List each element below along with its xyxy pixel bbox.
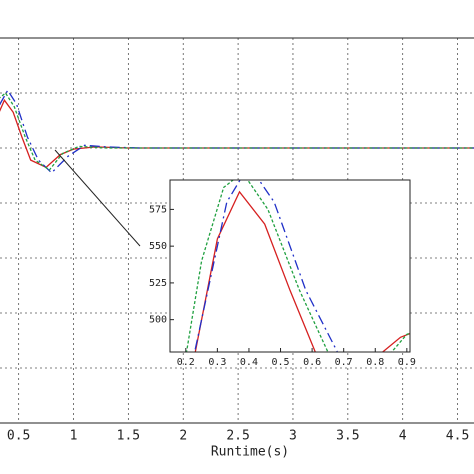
x-tick-label: 0.7 [335, 357, 353, 368]
y-tick-label: 525 [149, 278, 167, 289]
x-tick-label: 0.5 [7, 429, 30, 444]
inset-frame [169, 179, 411, 353]
x-tick-label: 0.8 [366, 357, 384, 368]
x-tick-label: 4.5 [446, 429, 469, 444]
x-tick-label: 0.9 [398, 357, 416, 368]
plot-lines [185, 180, 410, 352]
y-tick-label: 575 [149, 204, 167, 215]
zoom-connector [54, 149, 141, 247]
y-tick-label: 550 [149, 241, 167, 252]
inset-background [170, 180, 410, 352]
x-tick-label: 0.4 [240, 357, 258, 368]
x-tick-label: 0.5 [271, 357, 289, 368]
x-tick-label: 0.3 [208, 357, 226, 368]
plot-lines [0, 89, 474, 174]
y-tick-label: 500 [149, 315, 167, 326]
x-tick-label: 4 [399, 429, 407, 444]
x-tick-label: 0.2 [177, 357, 195, 368]
x-tick-label: 3.5 [336, 429, 359, 444]
x-tick-label: 0.6 [303, 357, 321, 368]
x-tick-label: 1 [70, 429, 78, 444]
x-tick-label: 3 [289, 429, 297, 444]
line [185, 180, 410, 352]
line [0, 92, 474, 171]
line [194, 190, 410, 352]
x-tick-label: 2 [179, 429, 187, 444]
x-tick-label: 1.5 [117, 429, 140, 444]
x-tick-label: 2.5 [226, 429, 249, 444]
x-axis-label: Runtime(s) [211, 445, 289, 460]
